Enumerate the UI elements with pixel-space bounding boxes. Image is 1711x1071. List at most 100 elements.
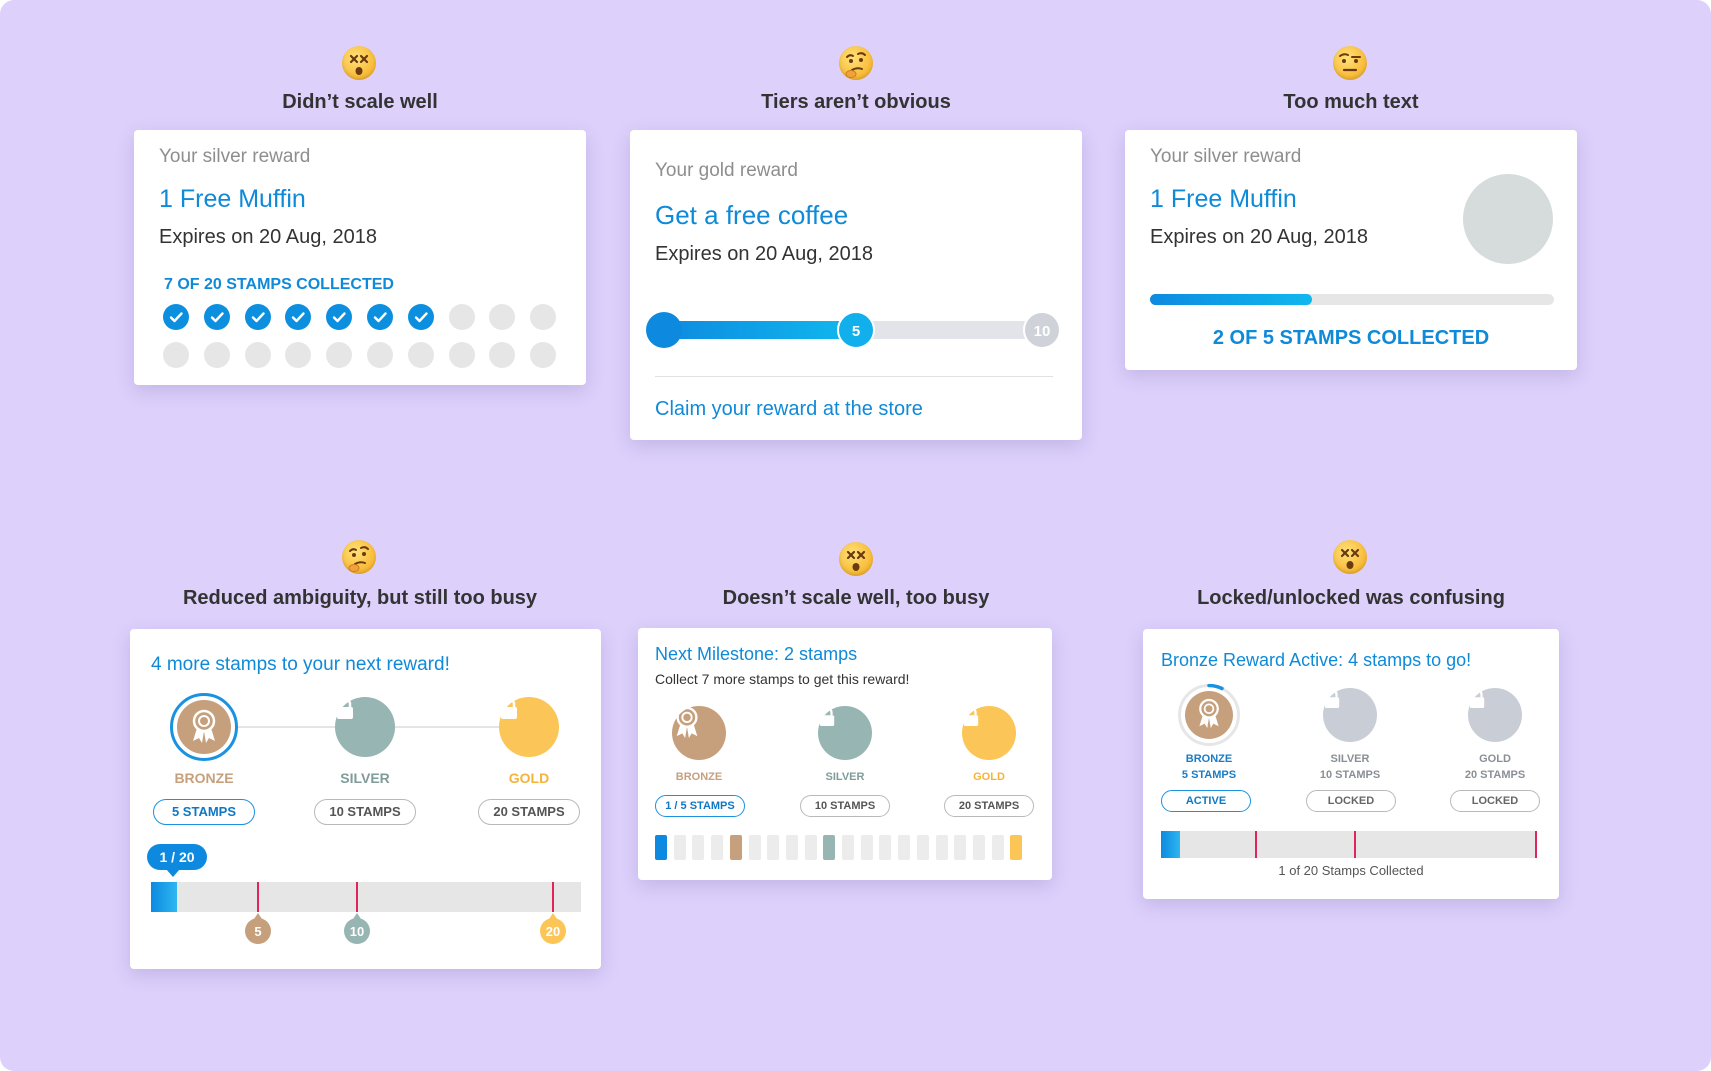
panel-caption: Locked/unlocked was confusing xyxy=(1197,587,1505,609)
tier-name-bronze: BRONZE xyxy=(174,770,234,786)
tier-pill-bronze[interactable]: 1 / 5 STAMPS xyxy=(655,795,745,817)
lock-icon xyxy=(1469,688,1485,708)
stamp-segment xyxy=(767,835,780,860)
milestone-tick xyxy=(552,882,554,912)
award-ribbon-icon xyxy=(192,709,216,743)
stamp-segment xyxy=(692,835,705,860)
tier-pill-silver[interactable]: 10 STAMPS xyxy=(314,799,416,825)
stamp-segment xyxy=(972,835,985,860)
reward-title: 1 Free Muffin xyxy=(1150,185,1297,213)
reward-card-locked-tiers[interactable]: Bronze Reward Active: 4 stamps to go! BR… xyxy=(1143,629,1559,899)
reward-card-stamp-grid[interactable]: Your silver reward 1 Free Muffin Expires… xyxy=(134,130,586,385)
raised-eyebrow-face-icon xyxy=(1333,46,1367,80)
tier-pill-silver[interactable]: 10 STAMPS xyxy=(800,795,890,817)
award-ribbon-icon xyxy=(1199,698,1219,728)
progress-fill xyxy=(1150,294,1312,305)
panel-caption: Reduced ambiguity, but still too busy xyxy=(182,587,538,609)
stamp-empty xyxy=(407,342,434,368)
reward-title: Get a free coffee xyxy=(655,200,849,230)
stamp-empty xyxy=(203,342,230,368)
lock-icon xyxy=(963,706,979,726)
progress-track xyxy=(151,882,581,912)
milestone-label: 20 xyxy=(545,924,561,939)
thinking-face-icon xyxy=(839,46,873,80)
stamp-empty xyxy=(489,304,516,330)
stamp-empty xyxy=(285,342,312,368)
tier-name-bronze: BRONZE xyxy=(675,771,723,783)
stamp-empty xyxy=(489,342,516,368)
stamp-empty xyxy=(448,304,475,330)
reward-expiry: Expires on 20 Aug, 2018 xyxy=(655,243,873,265)
tier-pill-bronze-active[interactable]: ACTIVE xyxy=(1161,790,1251,812)
stamp-segment xyxy=(954,835,967,860)
tier-pill-gold-locked[interactable]: LOCKED xyxy=(1450,790,1540,812)
tier-stamps-silver: 10 STAMPS xyxy=(1319,769,1381,781)
reward-headline: Next Milestone: 2 stamps xyxy=(655,644,858,664)
tier-stamps-bronze: 5 STAMPS xyxy=(1181,769,1237,781)
claim-reward-link[interactable]: Claim your reward at the store xyxy=(655,398,923,420)
reward-expiry: Expires on 20 Aug, 2018 xyxy=(1150,226,1368,248)
milestone-tick xyxy=(356,882,358,912)
tier-pill-gold[interactable]: 20 STAMPS xyxy=(478,799,580,825)
reward-card-tier-timeline[interactable]: 4 more stamps to your next reward! BRONZ… xyxy=(130,629,601,969)
reward-title: 1 Free Muffin xyxy=(159,185,306,213)
bronze-tier-medal xyxy=(170,693,238,761)
progress-track xyxy=(1161,831,1537,858)
stamp-segment xyxy=(898,835,911,860)
stamp-segment-filled xyxy=(655,835,667,860)
stamp-segment xyxy=(860,835,873,860)
stamp-segment xyxy=(804,835,817,860)
stamps-collected-footer: 1 of 20 Stamps Collected xyxy=(1278,863,1424,878)
progress-fill xyxy=(151,882,177,912)
bronze-tier-medal xyxy=(1178,684,1240,746)
lock-icon xyxy=(337,697,353,719)
tier-pill-silver-locked[interactable]: LOCKED xyxy=(1306,790,1396,812)
milestone-tick xyxy=(1354,831,1356,858)
tier-stamps-gold: 20 STAMPS xyxy=(1464,769,1526,781)
progress-marker-end: 10 xyxy=(1023,311,1061,349)
tier-pill-bronze[interactable]: 5 STAMPS xyxy=(153,799,255,825)
panel-caption: Tiers aren’t obvious xyxy=(761,91,951,113)
stamp-empty xyxy=(530,304,557,330)
progress-fill xyxy=(660,321,854,339)
reward-headline: 4 more stamps to your next reward! xyxy=(151,654,450,675)
lock-icon xyxy=(819,706,835,726)
dizzy-face-icon xyxy=(342,46,376,80)
reward-eyebrow: Your gold reward xyxy=(655,160,798,181)
stamp-collected xyxy=(367,304,393,330)
tier-name-gold: GOLD xyxy=(1479,753,1511,765)
lock-icon xyxy=(1324,688,1340,708)
tier-name-silver: SILVER xyxy=(340,770,390,786)
reward-card-text-heavy[interactable]: Your silver reward 1 Free Muffin Expires… xyxy=(1125,130,1577,370)
reward-card-tier-progress[interactable]: Your gold reward Get a free coffee Expir… xyxy=(630,130,1082,440)
stamp-empty xyxy=(244,342,271,368)
progress-marker-mid: 5 xyxy=(837,311,875,349)
tier-name-silver: SILVER xyxy=(1330,753,1370,765)
dizzy-face-icon xyxy=(839,542,873,576)
stamps-collected-label: 7 OF 20 STAMPS COLLECTED xyxy=(164,276,394,293)
stamp-segment xyxy=(935,835,948,860)
panel-caption: Too much text xyxy=(1283,91,1419,113)
milestone-label: 10 xyxy=(349,924,365,939)
reward-image-placeholder xyxy=(1463,174,1553,264)
milestone-bronze: 5 xyxy=(245,913,271,944)
stamp-collected xyxy=(163,304,189,330)
stamp-empty xyxy=(163,342,189,368)
reward-card-segment-bar[interactable]: Next Milestone: 2 stamps Collect 7 more … xyxy=(638,628,1052,880)
gold-tier-medal xyxy=(499,697,559,757)
stamp-collected xyxy=(407,304,434,330)
stamp-segment xyxy=(916,835,929,860)
divider xyxy=(655,376,1053,377)
milestone-tick xyxy=(257,882,259,912)
stamp-collected xyxy=(203,304,230,330)
stamp-collected xyxy=(326,304,353,330)
panel-caption: Doesn’t scale well, too busy xyxy=(722,587,990,609)
progress-start-knob xyxy=(646,312,682,348)
stamp-empty xyxy=(326,342,353,368)
stamp-segment xyxy=(842,835,854,860)
milestone-label: 5 xyxy=(254,924,262,939)
gold-tier-medal xyxy=(1468,688,1522,742)
tier-pill-gold[interactable]: 20 STAMPS xyxy=(944,795,1034,817)
silver-tier-medal xyxy=(335,697,395,757)
